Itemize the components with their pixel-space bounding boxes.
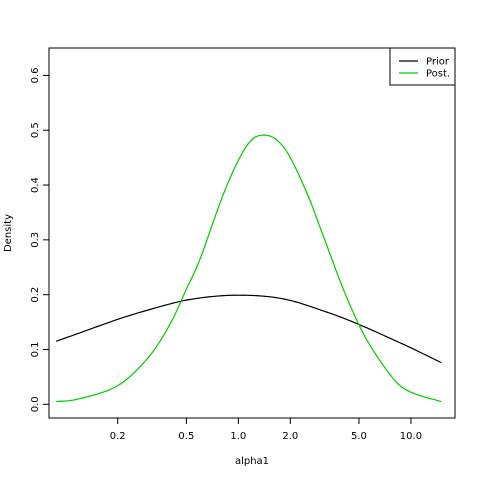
x-tick-label: 1.0 xyxy=(230,431,246,442)
x-tick-label: 0.2 xyxy=(110,431,126,442)
y-tick-label: 0.0 xyxy=(30,396,41,412)
x-tick-label: 2.0 xyxy=(282,431,298,442)
x-tick-label: 0.5 xyxy=(178,431,194,442)
y-tick-label: 0.6 xyxy=(30,67,41,83)
y-tick-label: 0.1 xyxy=(30,342,41,358)
legend-box xyxy=(389,47,456,86)
x-tick-label: 5.0 xyxy=(351,431,367,442)
x-axis: 0.2 0.5 1.0 2.0 5.0 10.0 xyxy=(110,417,422,442)
legend-label: Prior xyxy=(426,57,450,68)
y-tick-label: 0.4 xyxy=(30,177,41,193)
series-line-prior xyxy=(55,294,442,364)
y-axis-title: Density xyxy=(3,214,14,252)
y-tick-label: 0.2 xyxy=(30,287,41,303)
lines-layer xyxy=(55,134,442,403)
y-tick-label: 0.3 xyxy=(30,232,41,248)
legend-label: Post. xyxy=(426,69,450,80)
series-line-post xyxy=(56,134,442,403)
x-tick-label: 10.0 xyxy=(400,431,422,442)
y-tick-label: 0.5 xyxy=(30,122,41,138)
x-axis-title: alpha1 xyxy=(235,456,269,467)
y-axis: 0.0 0.1 0.2 0.3 0.4 0.5 0.6 xyxy=(30,67,50,412)
